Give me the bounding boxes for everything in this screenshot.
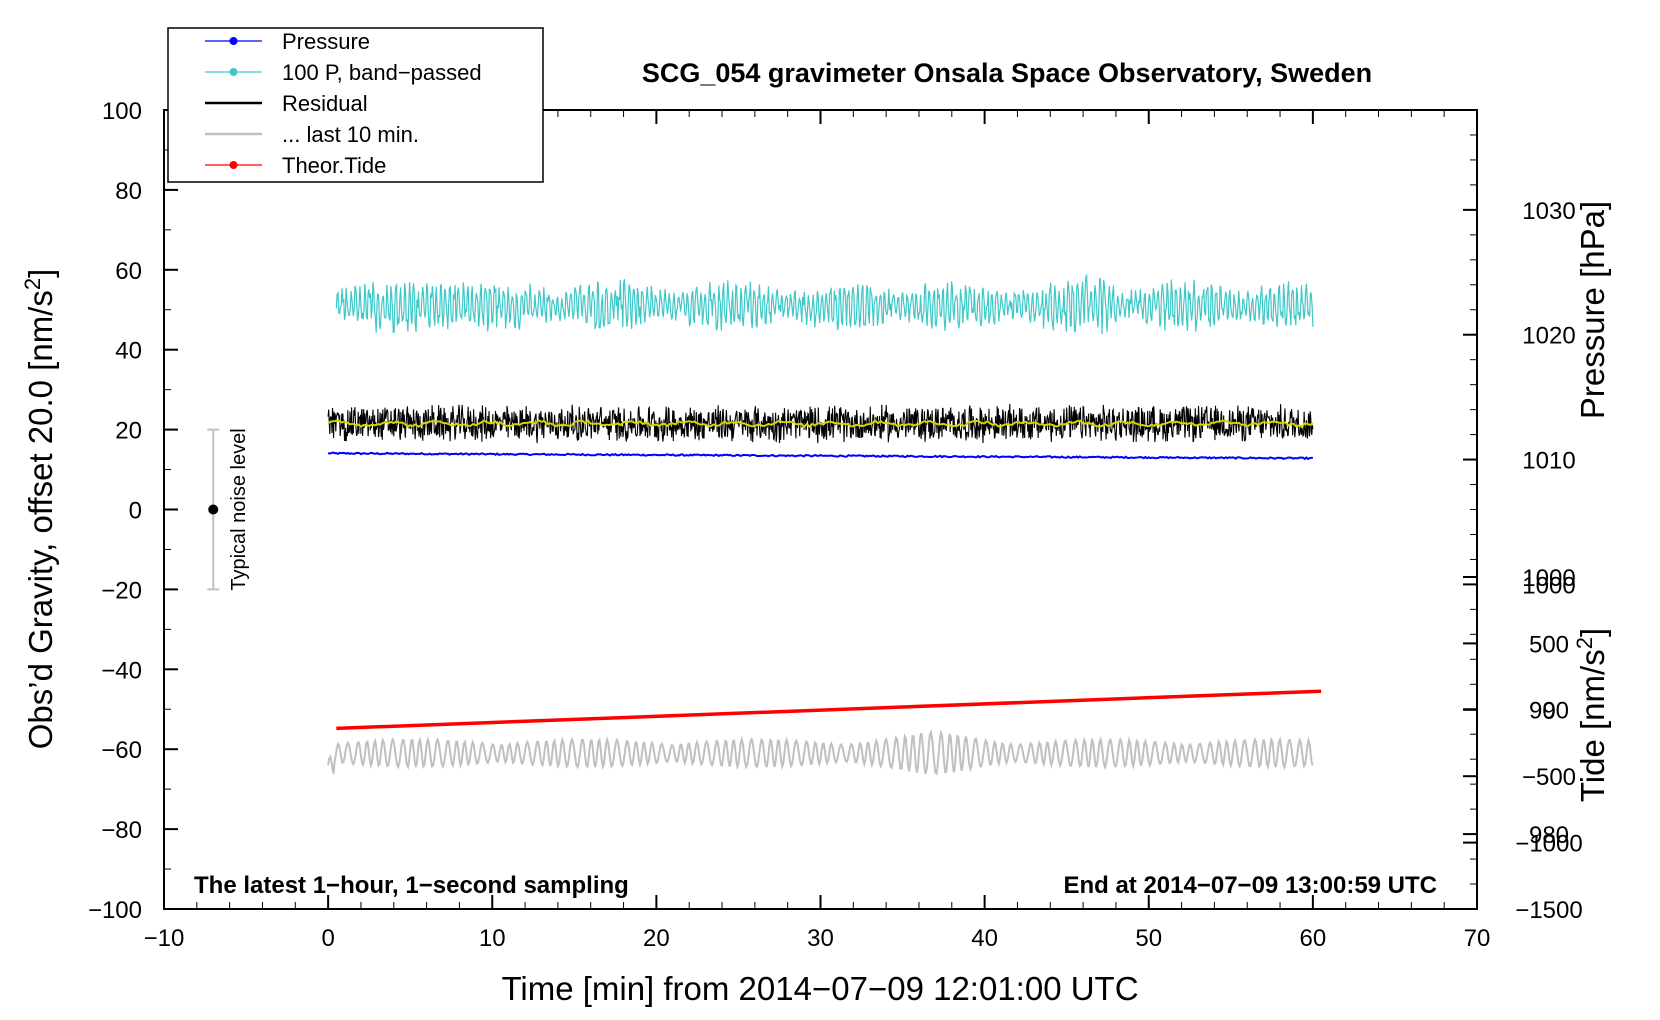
- left-tick-label-3: −40: [101, 657, 142, 684]
- left-tick-label-2: −60: [101, 737, 142, 764]
- series-residual-smoothed-line: [327, 419, 1314, 429]
- tide-tick-label-5: 1000: [1522, 565, 1575, 592]
- pressure-axis-ticks: 980 990 1000 1010 1020 1030: [1463, 134, 1576, 885]
- pressure-tick-label-1: 990: [1529, 697, 1569, 724]
- left-tick-label-1: −80: [101, 817, 142, 844]
- tide-axis-title: Tide [nm/s2]: [1572, 628, 1611, 802]
- left-tick-label-7: 40: [115, 338, 142, 365]
- left-tick-label-10: 100: [102, 98, 142, 125]
- left-tick-label-5: 0: [129, 498, 142, 525]
- series-residual-line: [327, 403, 1314, 444]
- legend-marker-4: [229, 161, 238, 169]
- annotation-end-time: End at 2014−07−09 13:00:59 UTC: [1063, 872, 1437, 899]
- series-last-10-min-line: [327, 729, 1314, 776]
- left-axis-title-tail: ]: [22, 269, 59, 278]
- legend-marker-0: [229, 37, 238, 45]
- tide-axis-title-tail: ]: [1574, 628, 1611, 637]
- pressure-tick-label-0: 980: [1529, 822, 1569, 849]
- x-tick-label-8: 70: [1464, 925, 1491, 952]
- noise-level-indicator: Typical noise level: [207, 428, 250, 591]
- x-tick-label-1: 0: [321, 925, 334, 952]
- pressure-tick-label-4: 1020: [1522, 323, 1575, 350]
- left-tick-label-0: −100: [88, 897, 142, 924]
- legend-label-3: ... last 10 min.: [282, 122, 419, 147]
- x-axis-title: Time [min] from 2014−07−09 12:01:00 UTC: [501, 970, 1138, 1007]
- x-tick-label-6: 50: [1135, 925, 1162, 952]
- x-tick-label-0: −10: [144, 925, 185, 952]
- legend: Pressure 100 P, band−passed Residual ... la…: [167, 27, 544, 183]
- left-tick-label-8: 60: [115, 258, 142, 285]
- pressure-tick-label-3: 1010: [1522, 448, 1575, 475]
- left-tick-label-4: −20: [101, 577, 142, 604]
- legend-box: [167, 27, 544, 183]
- tide-axis-title-sup: 2: [1572, 637, 1597, 649]
- tide-tick-label-3: 0: [1542, 698, 1555, 725]
- pressure-axis-title: Pressure [hPa]: [1574, 201, 1611, 419]
- plot-frame: [163, 109, 1478, 910]
- tide-tick-label-4: 500: [1529, 631, 1569, 658]
- pressure-tick-label-2: 1000: [1522, 572, 1575, 599]
- left-axis-title-main: Obs’d Gravity, offset 20.0 [nm/s: [22, 290, 59, 749]
- left-axis-title: Obs’d Gravity, offset 20.0 [nm/s2]: [20, 269, 59, 750]
- pressure-tick-label-5: 1030: [1522, 198, 1575, 225]
- left-axis-title-sup: 2: [20, 278, 45, 290]
- series-pressure-line: [327, 451, 1314, 461]
- x-tick-label-7: 60: [1300, 925, 1327, 952]
- legend-label-2: Residual: [282, 91, 368, 116]
- tide-tick-label-1: −1000: [1515, 831, 1582, 858]
- series-layer: [327, 274, 1322, 776]
- legend-label-4: Theor.Tide: [282, 153, 386, 178]
- x-tick-label-2: 10: [479, 925, 506, 952]
- x-tick-label-5: 40: [971, 925, 998, 952]
- left-axis-ticks: −100 −80 −60 −40 −20 0 20 40 60 80 100: [88, 98, 178, 924]
- x-tick-label-3: 20: [643, 925, 670, 952]
- chart-title: SCG_054 gravimeter Onsala Space Observat…: [642, 58, 1372, 88]
- tide-axis-title-main: Tide [nm/s: [1574, 649, 1611, 802]
- series-bandpassed-line: [335, 274, 1314, 335]
- legend-label-1: 100 P, band−passed: [282, 60, 482, 85]
- x-axis-ticks: −10 0 10 20 30 40 50 60 70: [144, 110, 1491, 952]
- noise-bar-center-dot: [208, 504, 219, 515]
- tide-tick-label-2: −500: [1522, 764, 1576, 791]
- tide-axis-ticks: −1500 −1000 −500 0 500 1000: [1463, 565, 1583, 924]
- left-tick-label-9: 80: [115, 178, 142, 205]
- left-tick-label-6: 20: [115, 418, 142, 445]
- annotation-sampling: The latest 1−hour, 1−second sampling: [194, 872, 629, 899]
- series-theor-tide-line: [336, 689, 1322, 731]
- tide-tick-label-0: −1500: [1515, 897, 1582, 924]
- legend-marker-1: [229, 68, 238, 76]
- legend-label-0: Pressure: [282, 29, 370, 54]
- x-tick-label-4: 30: [807, 925, 834, 952]
- noise-level-label: Typical noise level: [228, 428, 250, 590]
